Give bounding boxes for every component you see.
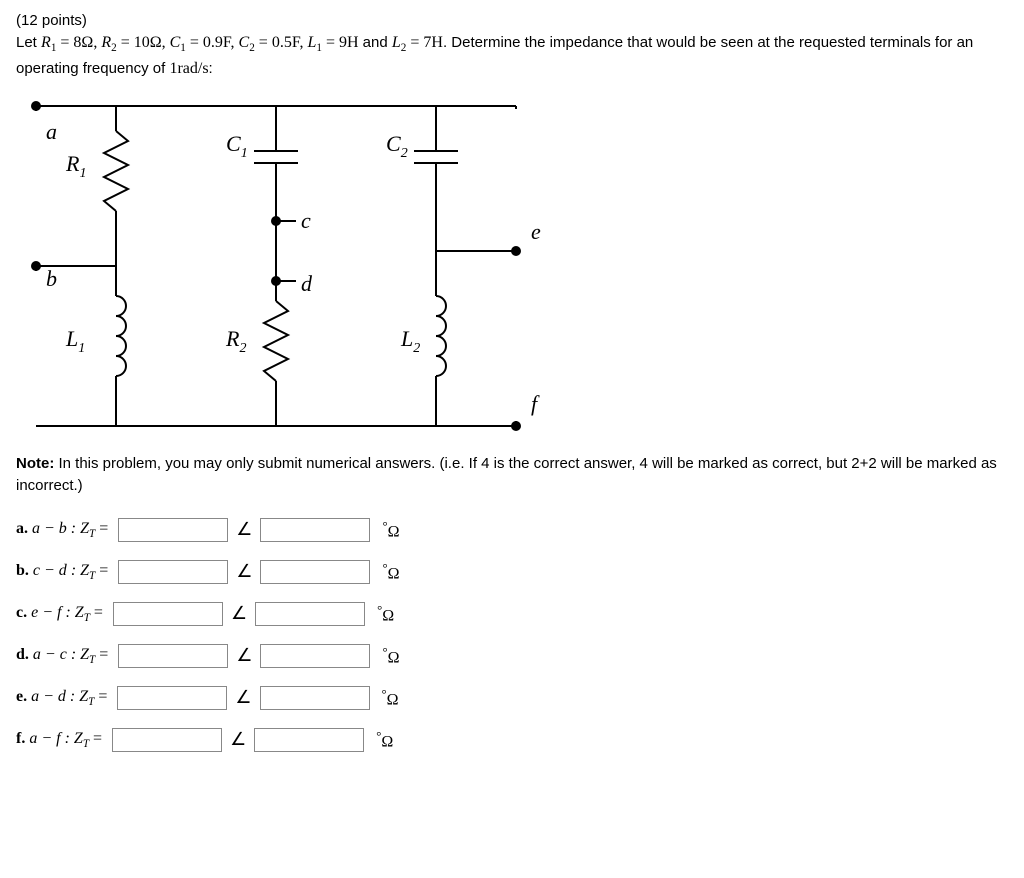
var-r2: R2 <box>101 34 116 51</box>
angle-input[interactable] <box>260 686 370 710</box>
angle-symbol: ∠ <box>236 561 252 582</box>
angle-input[interactable] <box>260 518 370 542</box>
angle-input[interactable] <box>260 560 370 584</box>
var-c1: C1 <box>170 34 186 51</box>
answer-label: e. a − d : ZT = <box>16 688 107 708</box>
text: and <box>359 34 392 51</box>
magnitude-input[interactable] <box>118 560 228 584</box>
angle-symbol: ∠ <box>231 603 247 624</box>
magnitude-input[interactable] <box>118 644 228 668</box>
val: = 10Ω, <box>117 34 170 51</box>
problem-statement: Let R1 = 8Ω, R2 = 10Ω, C1 = 0.9F, C2 = 0… <box>16 31 1008 81</box>
label-d: d <box>301 271 313 296</box>
val: = 8Ω, <box>56 34 101 51</box>
answer-label: c. e − f : ZT = <box>16 604 103 624</box>
val: = 0.9F, <box>186 34 239 51</box>
text: : <box>209 60 213 77</box>
val: = 7H <box>406 34 443 51</box>
circuit-diagram: a b c d e f R1 L1 C1 R2 C2 L2 <box>16 91 586 441</box>
val: = 0.5F, <box>255 34 308 51</box>
answer-label: f. a − f : ZT = <box>16 730 102 750</box>
angle-symbol: ∠ <box>236 519 252 540</box>
note-text: In this problem, you may only submit num… <box>16 455 997 495</box>
angle-input[interactable] <box>260 644 370 668</box>
answer-row: c. e − f : ZT = ∠ °Ω <box>16 600 1008 628</box>
var-r1: R1 <box>41 34 56 51</box>
label-r2: R2 <box>225 326 246 356</box>
angle-symbol: ∠ <box>230 729 246 750</box>
var-l1: L1 <box>307 34 322 51</box>
answer-row: d. a − c : ZT = ∠ °Ω <box>16 642 1008 670</box>
label-f: f <box>531 391 540 416</box>
angle-symbol: ∠ <box>235 687 251 708</box>
unit-label: °Ω <box>376 729 393 751</box>
unit-label: °Ω <box>377 603 394 625</box>
magnitude-input[interactable] <box>112 728 222 752</box>
answer-label: b. c − d : ZT = <box>16 562 108 582</box>
angle-symbol: ∠ <box>236 645 252 666</box>
answer-row: e. a − d : ZT = ∠ °Ω <box>16 684 1008 712</box>
unit-label: °Ω <box>382 519 399 541</box>
label-c2: C2 <box>386 131 408 161</box>
answer-label: d. a − c : ZT = <box>16 646 108 666</box>
answer-row: a. a − b : ZT = ∠ °Ω <box>16 516 1008 544</box>
label-l1: L1 <box>65 326 85 356</box>
magnitude-input[interactable] <box>118 518 228 542</box>
magnitude-input[interactable] <box>117 686 227 710</box>
label-e: e <box>531 219 541 244</box>
freq: 1rad/s <box>169 60 208 77</box>
answer-row: f. a − f : ZT = ∠ °Ω <box>16 726 1008 754</box>
unit-label: °Ω <box>382 645 399 667</box>
val: = 9H <box>322 34 359 51</box>
label-c1: C1 <box>226 131 248 161</box>
note-label: Note: <box>16 455 54 472</box>
points-label: (12 points) <box>16 12 1008 29</box>
angle-input[interactable] <box>254 728 364 752</box>
unit-label: °Ω <box>382 687 399 709</box>
label-b: b <box>46 266 57 291</box>
unit-label: °Ω <box>382 561 399 583</box>
note: Note: In this problem, you may only subm… <box>16 453 1008 498</box>
label-l2: L2 <box>400 326 420 356</box>
var-l2: L2 <box>392 34 407 51</box>
answer-label: a. a − b : ZT = <box>16 520 108 540</box>
magnitude-input[interactable] <box>113 602 223 626</box>
angle-input[interactable] <box>255 602 365 626</box>
label-r1: R1 <box>65 151 86 181</box>
label-c: c <box>301 208 311 233</box>
answer-row: b. c − d : ZT = ∠ °Ω <box>16 558 1008 586</box>
label-a: a <box>46 119 57 144</box>
var-c2: C2 <box>239 34 255 51</box>
text: Let <box>16 34 41 51</box>
